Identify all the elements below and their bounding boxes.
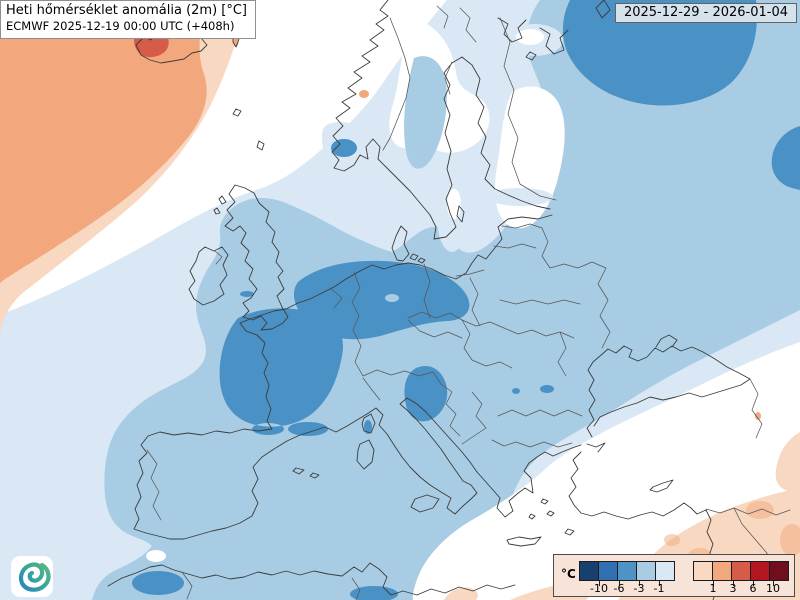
legend-swatch bbox=[693, 561, 713, 581]
legend-tick-label: 3 bbox=[729, 582, 737, 595]
legend-swatch bbox=[731, 561, 751, 581]
legend-tick-label: -10 bbox=[590, 582, 608, 595]
title-box: Heti hőmérséklet anomália (2m) [°C] ECMW… bbox=[0, 0, 256, 39]
legend-tick-mark bbox=[619, 581, 620, 586]
anomaly-overlay-cold-mid bbox=[385, 56, 447, 303]
legend-swatch bbox=[579, 561, 599, 581]
neutral-overlay-scandinavia-anatolia bbox=[146, 18, 800, 600]
legend-tick-mark bbox=[639, 581, 640, 586]
valid-period-badge: 2025-12-29 - 2026-01-04 bbox=[614, 3, 797, 23]
legend-tick-label: 10 bbox=[766, 582, 780, 595]
legend-warm-swatches bbox=[693, 561, 789, 581]
legend-swatch bbox=[617, 561, 637, 581]
legend-tick-label: -1 bbox=[653, 582, 665, 595]
map-title: Heti hőmérséklet anomália (2m) [°C] bbox=[6, 3, 247, 18]
legend-unit-label: °C bbox=[561, 567, 576, 581]
anomaly-region-warm-mid-atlantic bbox=[0, 0, 207, 284]
legend-swatch bbox=[636, 561, 656, 581]
legend-cold-swatches bbox=[579, 561, 675, 581]
neutral-overlay-small-spots bbox=[447, 29, 544, 219]
country-borders-path bbox=[146, 5, 791, 600]
anomaly-layer-cold-strong bbox=[132, 0, 800, 600]
legend-swatch bbox=[655, 561, 675, 581]
legend-tick-label: -6 bbox=[613, 582, 625, 595]
legend-tick-mark bbox=[773, 581, 774, 586]
legend-swatch bbox=[750, 561, 770, 581]
legend-swatch bbox=[712, 561, 732, 581]
legend-tick-mark bbox=[659, 581, 660, 586]
color-scale-legend: °C -10 -6 -3 -1 1 3 6 10 bbox=[553, 554, 795, 597]
coastlines-path bbox=[107, 0, 751, 600]
legend-tick-label: 6 bbox=[749, 582, 757, 595]
anomaly-overlay-cold-light bbox=[321, 24, 563, 252]
legend-tick-label: -3 bbox=[633, 582, 645, 595]
map-run-info: ECMWF 2025-12-19 00:00 UTC (+408h) bbox=[6, 19, 235, 34]
legend-swatch bbox=[598, 561, 618, 581]
provider-spiral-logo bbox=[11, 556, 53, 597]
legend-tick-label: 1 bbox=[709, 582, 717, 595]
spiral-icon bbox=[18, 562, 51, 592]
legend-tick-mark bbox=[713, 581, 714, 586]
legend-tick-mark bbox=[733, 581, 734, 586]
legend-tick-mark bbox=[599, 581, 600, 586]
legend-tick-mark bbox=[753, 581, 754, 586]
legend-swatch bbox=[769, 561, 789, 581]
anomaly-spot-norway-cold-strong bbox=[331, 139, 357, 157]
